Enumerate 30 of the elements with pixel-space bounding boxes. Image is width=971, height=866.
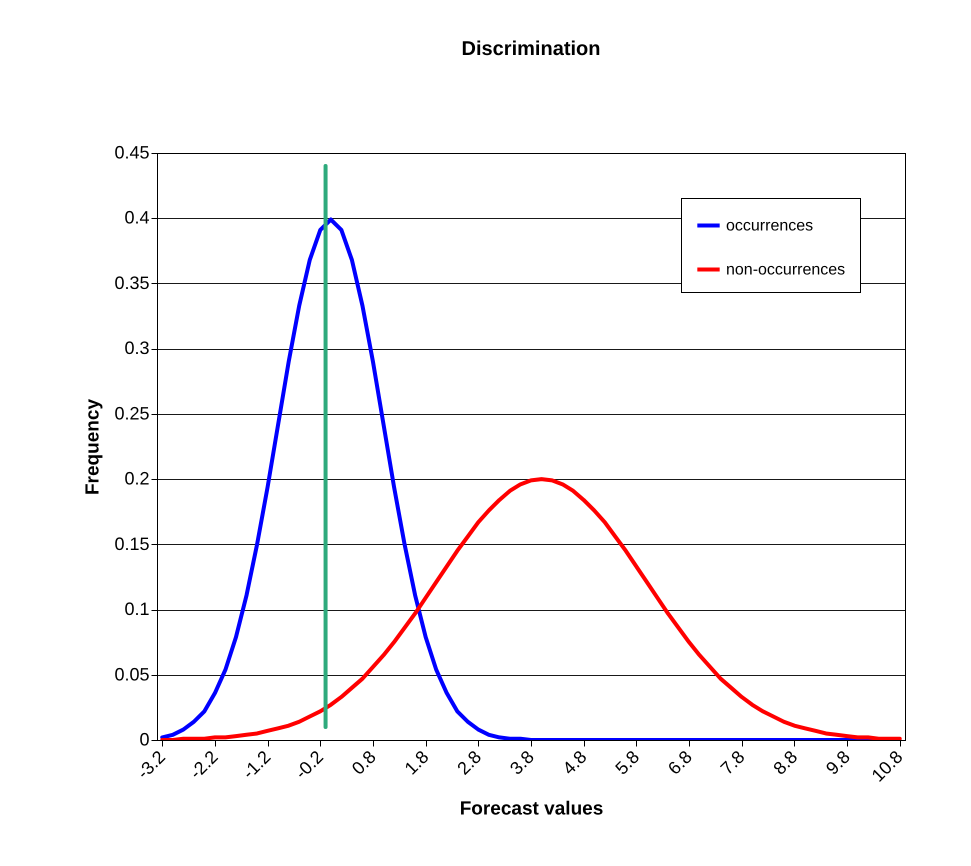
x-tick-label: -3.2 (133, 746, 170, 783)
y-tick-label: 0 (139, 730, 150, 750)
y-tick-label: 0.15 (114, 534, 150, 554)
legend-label: occurrences (726, 218, 814, 234)
x-tick-label: -2.2 (186, 746, 222, 783)
x-tick-label: 9.8 (822, 746, 854, 779)
x-tick-label: -1.2 (238, 746, 274, 783)
x-tick-label: 3.8 (506, 746, 538, 779)
y-tick-label: 0.35 (114, 272, 150, 293)
x-tick-label: 8.8 (769, 746, 802, 779)
x-tick-label: 0.8 (348, 746, 380, 779)
y-tick-label: 0.1 (124, 599, 150, 620)
y-tick-label: 0.4 (124, 208, 150, 228)
x-tick-label: -0.2 (291, 746, 328, 783)
y-tick-label: 0.3 (124, 338, 150, 358)
x-tick-label: 4.8 (558, 746, 591, 779)
chart-title: Discrimination (462, 38, 600, 60)
y-axis-title: Frequency (82, 398, 104, 496)
x-axis-title: Forecast values (460, 798, 604, 820)
y-tick-label: 0.2 (124, 468, 150, 489)
y-tick-label: 0.25 (114, 403, 150, 424)
x-tick-label: 2.8 (453, 746, 486, 779)
x-tick-label: 5.8 (611, 746, 644, 779)
x-tick-label: 1.8 (400, 746, 433, 779)
line-series (160, 477, 902, 740)
x-tick-label: 6.8 (664, 746, 696, 779)
y-tick-label: 0.45 (114, 142, 150, 162)
y-tick-label: 0.05 (114, 664, 150, 684)
legend-label: non-occurrences (726, 262, 846, 278)
x-tick-label: 7.8 (716, 746, 749, 779)
